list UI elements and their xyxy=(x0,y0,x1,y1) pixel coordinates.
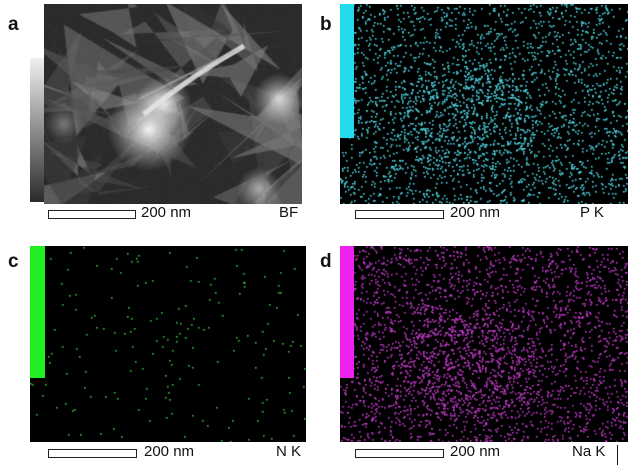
panel-c: c 200 nm N K xyxy=(0,237,320,473)
n-k-element-map xyxy=(30,246,306,442)
p-k-element-map xyxy=(340,4,628,204)
channel-label: P K xyxy=(580,204,604,221)
panel-label-b: b xyxy=(320,14,332,35)
panel-label-d: d xyxy=(320,251,332,272)
n-k-color-bar xyxy=(30,246,45,378)
scale-bar xyxy=(355,210,444,219)
n-k-map-canvas xyxy=(30,246,306,442)
na-k-color-bar xyxy=(340,246,354,378)
scale-bar xyxy=(48,449,137,458)
edge-tick xyxy=(617,445,618,465)
scale-bar xyxy=(48,210,136,219)
bright-field-image xyxy=(44,4,302,204)
scale-bar-label: 200 nm xyxy=(144,443,195,460)
panel-d: d 200 nm Na K xyxy=(320,237,640,473)
scale-bar xyxy=(355,449,444,458)
panel-label-c: c xyxy=(8,251,19,272)
scale-bar-label: 200 nm xyxy=(141,204,192,221)
channel-label: Na K xyxy=(572,443,606,460)
bright-field-canvas xyxy=(44,4,302,204)
p-k-color-bar xyxy=(340,4,354,138)
panel-b: b 200 nm P K xyxy=(320,0,640,236)
channel-label: N K xyxy=(276,443,302,460)
na-k-map-canvas xyxy=(340,246,628,442)
panel-a: a 200 nm BF xyxy=(0,0,320,236)
na-k-element-map xyxy=(340,246,628,442)
panel-label-a: a xyxy=(8,14,19,35)
p-k-map-canvas xyxy=(340,4,628,204)
scale-bar-label: 200 nm xyxy=(450,204,501,221)
channel-label: BF xyxy=(279,204,299,221)
grayscale-bar xyxy=(30,58,44,202)
scale-bar-label: 200 nm xyxy=(450,443,501,460)
